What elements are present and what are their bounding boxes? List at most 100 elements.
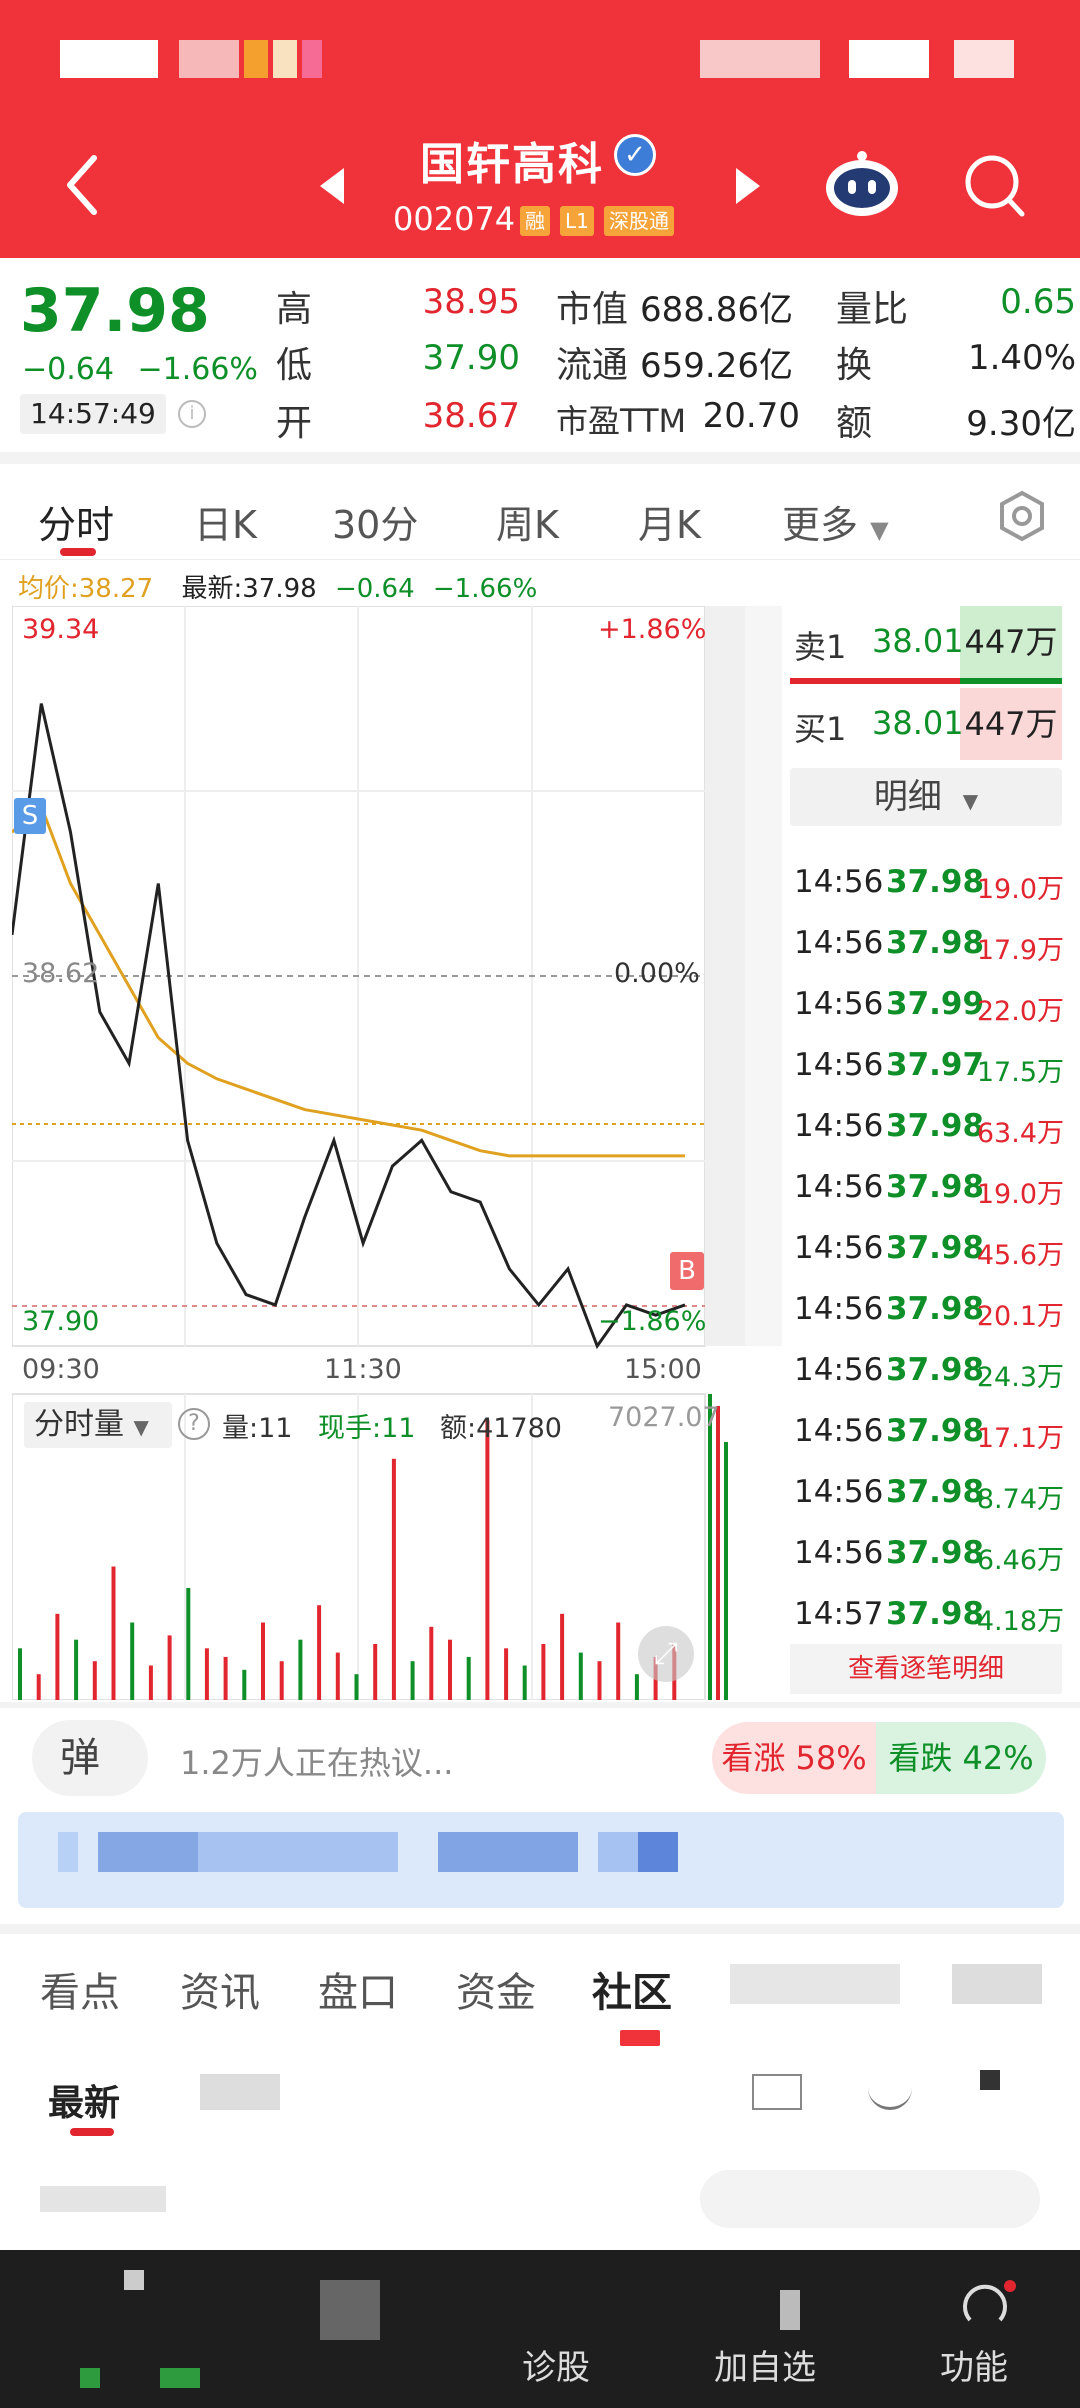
ask-bid-ratio-green — [960, 678, 1062, 684]
intraday-chart[interactable]: 39.34 +1.86% 38.62 0.00% 37.90 −1.86% 09… — [10, 605, 782, 1701]
trade-time: 14:57 — [794, 1596, 884, 1632]
volume-bar — [541, 1644, 546, 1700]
function-icon[interactable] — [960, 2280, 1020, 2330]
tab-hot[interactable] — [200, 2074, 280, 2110]
tab-news[interactable]: 资讯 — [180, 1970, 260, 2016]
trade-time: 14:56 — [794, 1047, 884, 1083]
tab-highlights[interactable]: 看点 — [40, 1970, 120, 2016]
post-action[interactable] — [700, 2170, 1040, 2228]
trade-time: 14:56 — [794, 1108, 884, 1144]
settings-icon[interactable] — [998, 490, 1046, 542]
tab-daily-k[interactable]: 日K — [194, 503, 257, 547]
volume-bar — [373, 1644, 378, 1700]
bottom-diagnose[interactable]: 诊股 — [522, 2348, 590, 2388]
tab-orderbook[interactable]: 盘口 — [318, 1970, 398, 2016]
volume-bar — [36, 1674, 41, 1700]
trade-row: 14:56 37.98 17.1万 — [794, 1413, 1064, 1473]
sort-icon[interactable] — [868, 2080, 912, 2110]
high-label: 高 — [276, 289, 313, 330]
tab-indicator — [70, 2128, 114, 2136]
robot-assistant-icon[interactable] — [822, 150, 902, 220]
buy-marker[interactable]: B — [670, 1252, 704, 1290]
detail-select-label: 明细 — [873, 777, 942, 817]
time-mid: 11:30 — [324, 1354, 402, 1385]
vote-rise-button[interactable]: 看涨 58% — [712, 1722, 876, 1794]
volume-type-select[interactable]: 分时量 ▼ — [24, 1402, 172, 1448]
turnover-value: 1.40% — [967, 338, 1076, 378]
trade-row: 14:56 37.98 8.74万 — [794, 1474, 1064, 1534]
tab-more[interactable]: 更多 ▼ — [782, 494, 889, 549]
tab-latest[interactable]: 最新 — [48, 2083, 121, 2124]
sell-marker[interactable]: S — [14, 798, 46, 834]
trade-time: 14:56 — [794, 1474, 884, 1510]
volume-bar — [410, 1661, 415, 1700]
trade-row: 14:56 37.98 19.0万 — [794, 1169, 1064, 1229]
tab-funds[interactable]: 资金 — [456, 1970, 536, 2016]
trade-time: 14:56 — [794, 1291, 884, 1327]
trade-volume: 24.3万 — [976, 1362, 1064, 1393]
bottom-add-watchlist[interactable]: 加自选 — [714, 2348, 816, 2388]
danmu-toggle[interactable]: 弹 — [32, 1720, 148, 1796]
ask-price: 38.01 — [872, 622, 964, 660]
post-author — [40, 2186, 166, 2212]
trade-volume: 6.46万 — [976, 1545, 1064, 1576]
volume-type-label: 分时量 — [34, 1407, 124, 1442]
trade-time: 14:56 — [794, 986, 884, 1022]
detail-select[interactable]: 明细 ▼ — [790, 768, 1062, 826]
bid-price: 38.01 — [872, 704, 964, 742]
ask-volume-bar — [960, 606, 1062, 678]
chart-top-pct: +1.86% — [598, 614, 707, 645]
volume-bar — [597, 1661, 602, 1700]
more-icon[interactable] — [980, 2070, 1000, 2090]
bottom-functions[interactable]: 功能 — [940, 2348, 1008, 2388]
fullscreen-icon[interactable]: ⤢ — [638, 1626, 694, 1682]
trade-price: 37.99 — [886, 986, 985, 1022]
info-icon[interactable]: i — [178, 400, 206, 428]
trade-row: 14:56 37.98 6.46万 — [794, 1535, 1064, 1595]
trade-volume: 20.1万 — [976, 1301, 1064, 1332]
trade-time: 14:56 — [794, 1352, 884, 1388]
trade-volume: 19.0万 — [976, 1179, 1064, 1210]
danmu-label: 弹 — [60, 1735, 100, 1781]
tab-weekly-k[interactable]: 周K — [496, 503, 559, 547]
tab-blurred[interactable] — [952, 1964, 1042, 2004]
tab-indicator — [60, 548, 96, 556]
change-pct: −1.66% — [137, 352, 258, 387]
trade-volume: 8.74万 — [976, 1484, 1064, 1515]
vote-fall-button[interactable]: 看跌 42% — [876, 1722, 1046, 1794]
trade-time: 14:56 — [794, 1169, 884, 1205]
volume-bar — [317, 1605, 322, 1700]
status-bar-left — [60, 40, 323, 78]
message-icon[interactable] — [752, 2074, 802, 2110]
bid-volume-bar — [960, 688, 1062, 760]
latest-change: −0.64 — [334, 574, 415, 604]
avg-price-line — [11, 803, 685, 1158]
tab-community[interactable]: 社区 — [592, 1970, 672, 2016]
add-watchlist-icon[interactable] — [780, 2290, 800, 2330]
volume-bar — [560, 1613, 565, 1700]
prev-stock-icon[interactable] — [318, 166, 346, 206]
volume-bar — [634, 1674, 639, 1700]
trade-row: 14:56 37.98 45.6万 — [794, 1230, 1064, 1290]
bottom-bar — [0, 2250, 1080, 2408]
trade-price: 37.98 — [886, 1596, 985, 1632]
tab-monthly-k[interactable]: 月K — [638, 503, 701, 547]
volume-hand: 现手:11 — [318, 1413, 416, 1444]
tab-intraday[interactable]: 分时 — [38, 503, 115, 547]
search-icon[interactable] — [964, 154, 1026, 218]
volume-bar — [616, 1622, 621, 1700]
volume-bar — [578, 1652, 583, 1700]
trade-row: 14:56 37.98 19.0万 — [794, 864, 1064, 924]
tab-blurred[interactable] — [730, 1964, 900, 2004]
watch-icon[interactable] — [320, 2280, 380, 2340]
back-icon[interactable] — [62, 152, 102, 218]
time-start: 09:30 — [22, 1354, 100, 1385]
change-value: −0.64 — [22, 352, 114, 387]
trade-row: 14:56 37.98 24.3万 — [794, 1352, 1064, 1412]
view-tick-detail-link[interactable]: 查看逐笔明细 — [790, 1644, 1062, 1694]
next-stock-icon[interactable] — [734, 166, 762, 206]
help-icon[interactable]: ? — [178, 1408, 210, 1440]
promo-banner[interactable] — [18, 1812, 1064, 1908]
tab-30min[interactable]: 30分 — [332, 503, 419, 547]
volume-bar — [279, 1661, 284, 1700]
